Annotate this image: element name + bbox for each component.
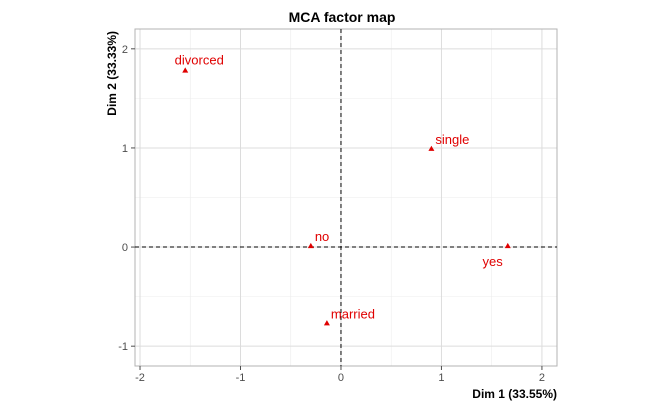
y-tick-label: -1 [118, 341, 128, 353]
point-marker [504, 242, 511, 249]
y-tick-label: 1 [122, 143, 128, 155]
chart-title: MCA factor map [289, 9, 396, 25]
y-tick-label: 0 [122, 242, 128, 254]
point-label: married [331, 306, 375, 321]
minor-grid [135, 29, 557, 366]
y-tick-label: 2 [122, 44, 128, 56]
point-label: no [315, 229, 329, 244]
x-tick-label: 2 [539, 372, 545, 384]
x-tick-label: 0 [338, 372, 344, 384]
point-label: yes [483, 254, 504, 269]
reference-lines [135, 29, 557, 366]
point-label: divorced [175, 53, 224, 68]
y-axis-label: Dim 2 (33.33%) [105, 31, 119, 116]
axis-ticks: -2 -1 0 1 2 -1 0 1 2 [118, 44, 545, 384]
x-tick-label: -2 [135, 372, 145, 384]
panel-border [134, 28, 558, 367]
point-marker [323, 320, 330, 326]
x-tick-label: 1 [438, 372, 444, 384]
point-marker [307, 242, 314, 249]
data-points: divorced single no yes married [175, 53, 511, 326]
x-tick-label: -1 [236, 372, 246, 384]
point-label: single [435, 132, 469, 147]
point-marker [182, 67, 189, 73]
point-marker [428, 145, 435, 151]
x-axis-label: Dim 1 (33.55%) [472, 387, 557, 401]
